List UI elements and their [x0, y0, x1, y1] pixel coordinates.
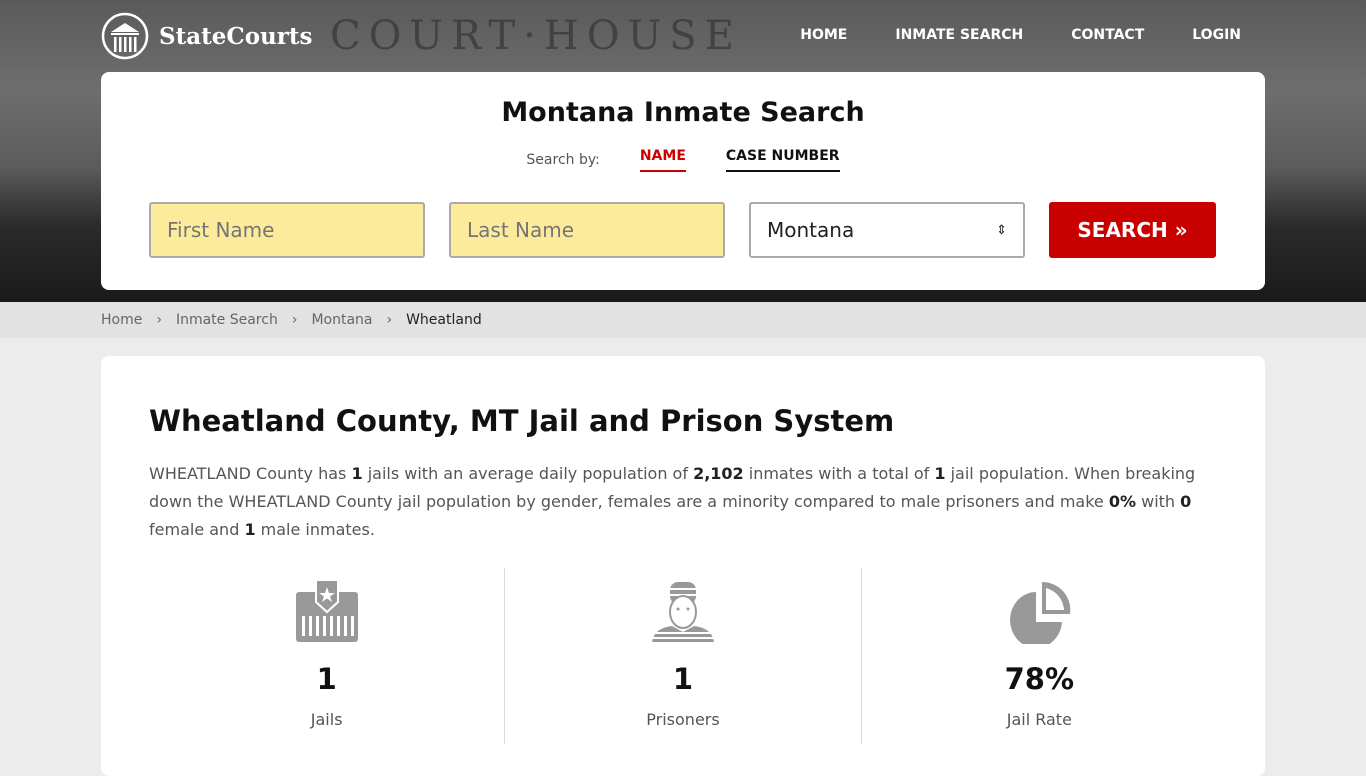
logo-text: StateCourts — [159, 22, 313, 50]
state-select[interactable]: Montana ⇕ — [749, 202, 1025, 258]
nav-home[interactable]: HOME — [800, 27, 848, 43]
breadcrumb-inmate-search[interactable]: Inmate Search — [175, 312, 278, 328]
tab-case-number[interactable]: CASE NUMBER — [725, 148, 840, 172]
search-title: Montana Inmate Search — [501, 97, 865, 128]
prisoner-icon — [651, 582, 714, 642]
content-card: Wheatland County, MT Jail and Prison Sys… — [101, 356, 1265, 776]
chevron-right-icon: › — [156, 312, 162, 328]
stat-label: Prisoners — [646, 710, 720, 729]
summary-paragraph: WHEATLAND County has 1 jails with an ave… — [149, 464, 1196, 539]
chevron-right-icon: › — [291, 312, 298, 328]
last-name-input[interactable] — [449, 202, 725, 258]
state-select-value: Montana — [767, 218, 855, 242]
page-title: Wheatland County, MT Jail and Prison Sys… — [149, 404, 895, 438]
jail-icon — [295, 579, 358, 642]
stat-label: Jail Rate — [1006, 710, 1072, 729]
stat-prisoners: 1 Prisoners — [504, 568, 860, 744]
updown-chevron-icon: ⇕ — [996, 222, 1007, 238]
stat-value: 78% — [1004, 662, 1075, 696]
courthouse-icon — [101, 12, 149, 60]
stat-value: 1 — [316, 662, 337, 696]
logo[interactable]: StateCourts — [101, 12, 312, 60]
stat-label: Jails — [310, 710, 343, 729]
stat-jail-rate: 78% Jail Rate — [860, 568, 1217, 744]
tab-name[interactable]: NAME — [639, 148, 686, 172]
nav-contact[interactable]: CONTACT — [1071, 27, 1145, 43]
search-by-label: Search by: — [526, 152, 600, 168]
nav-inmate-search[interactable]: INMATE SEARCH — [895, 27, 1024, 43]
hero-background-text: COURT·HOUSE — [330, 13, 742, 59]
chevron-right-icon: › — [386, 312, 393, 328]
breadcrumb-montana[interactable]: Montana — [311, 312, 373, 328]
stat-jails: 1 Jails — [149, 568, 504, 744]
breadcrumb-current: Wheatland — [406, 312, 482, 328]
pie-chart-icon — [1010, 581, 1071, 648]
breadcrumb-home[interactable]: Home — [101, 312, 143, 328]
breadcrumb: Home › Inmate Search › Montana › Wheatland — [0, 302, 1366, 338]
stat-value: 1 — [672, 662, 694, 696]
search-card: Montana Inmate Search Search by: NAME CA… — [101, 72, 1265, 290]
nav-login[interactable]: LOGIN — [1192, 27, 1241, 43]
main-nav: HOME INMATE SEARCH CONTACT LOGIN — [800, 27, 1241, 43]
search-button[interactable]: SEARCH » — [1049, 202, 1216, 258]
first-name-input[interactable] — [149, 202, 425, 258]
